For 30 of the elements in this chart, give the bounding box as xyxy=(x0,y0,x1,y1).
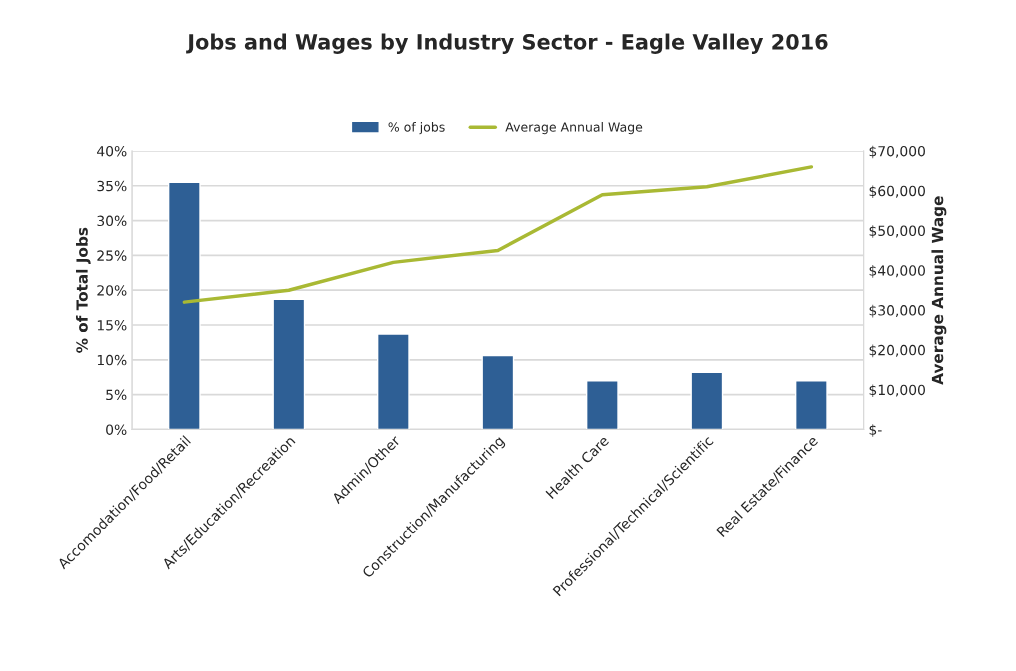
bar xyxy=(690,371,724,430)
y-tick-label: 15% xyxy=(97,319,127,331)
y2-tick-label: $10,000 xyxy=(869,384,925,397)
y-tick-label: 5% xyxy=(106,389,127,401)
bar xyxy=(794,380,828,430)
y2-axis-title: Average Annual Wage xyxy=(931,196,947,385)
y-tick-label: 40% xyxy=(97,145,127,157)
y-tick-label: 10% xyxy=(97,354,127,366)
y2-tick-label: $50,000 xyxy=(869,225,925,238)
legend-label: % of jobs xyxy=(388,122,445,135)
y-tick-label: 20% xyxy=(97,285,127,296)
y-tick-label: 30% xyxy=(97,215,127,227)
bar xyxy=(585,380,619,430)
y2-tick-label: $20,000 xyxy=(869,344,925,358)
line-series xyxy=(182,165,814,304)
y-tick-label: 0% xyxy=(106,424,127,435)
y2-tick-label: $30,000 xyxy=(869,304,925,318)
y-tick-label: 25% xyxy=(97,250,127,261)
y2-tick-label: $70,000 xyxy=(869,145,925,159)
y2-tick-label: $40,000 xyxy=(869,265,925,278)
chart-title: Jobs and Wages by Industry Sector - Eagle Valley 2016 xyxy=(186,33,828,54)
bar xyxy=(167,181,201,430)
y2-tick-label: $- xyxy=(869,424,882,437)
bar xyxy=(376,333,410,430)
legend-label: Average Annual Wage xyxy=(505,122,643,135)
y-tick-label: 35% xyxy=(97,180,127,192)
y-axis-title: % of Total Jobs xyxy=(76,227,91,353)
bar xyxy=(272,298,306,430)
bar xyxy=(481,354,515,430)
y2-tick-label: $60,000 xyxy=(869,185,925,199)
